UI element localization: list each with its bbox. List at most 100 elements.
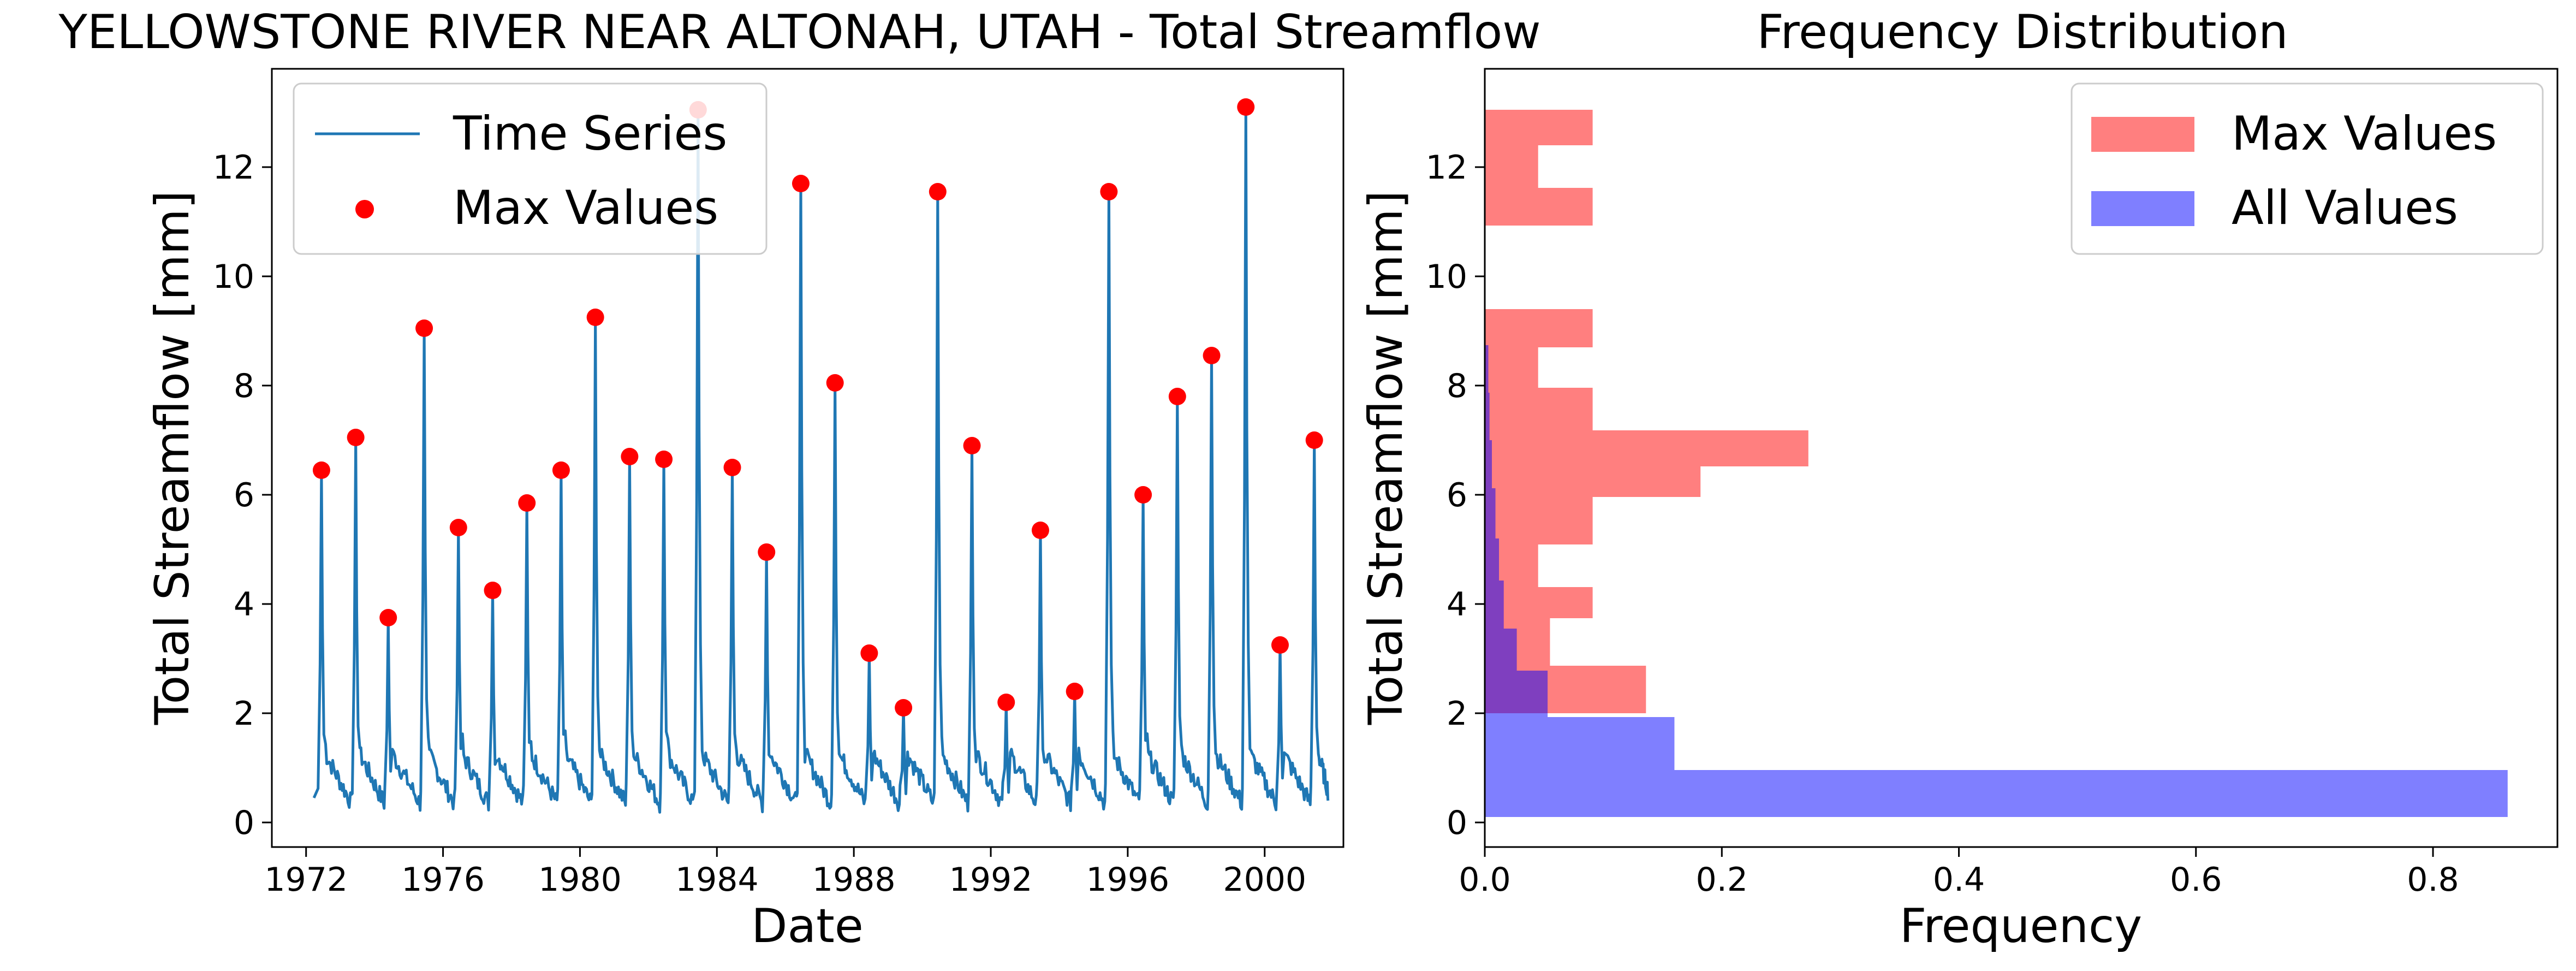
max-value-point <box>1031 522 1049 539</box>
frequency-plot-area <box>1485 110 2508 817</box>
frequency-y-tick-label: 0 <box>1447 804 1467 842</box>
max-value-point <box>379 609 397 626</box>
time-series-x-tick-label: 1988 <box>812 861 896 899</box>
legend-all-values-label: All Values <box>2232 181 2458 235</box>
all-values-histogram-bar <box>1485 671 1548 717</box>
max-value-point <box>586 309 604 326</box>
max-value-point <box>552 461 570 479</box>
max-value-point <box>655 451 673 468</box>
max-values-histogram-bar <box>1485 110 1593 145</box>
time-series-x-tick-label: 1984 <box>675 861 759 899</box>
legend-time-series-label: Time Series <box>453 106 727 161</box>
legend-max-values-swatch <box>355 200 374 218</box>
time-series-legend-box <box>293 82 768 255</box>
max-value-point <box>518 494 536 512</box>
max-value-point <box>1134 486 1152 504</box>
time-series-y-tick-label: 0 <box>234 804 254 842</box>
frequency-x-tick-label: 0.0 <box>1459 861 1510 899</box>
frequency-x-ticks: 0.0 0.2 0.4 0.6 0.8 <box>1459 847 2459 899</box>
time-series-y-tick-label: 2 <box>234 695 254 733</box>
all-values-histogram-bar <box>1485 770 2508 817</box>
max-value-point <box>415 319 433 337</box>
max-value-point <box>758 543 776 561</box>
time-series-y-tick-label: 4 <box>234 585 254 624</box>
time-series-x-tick-label: 1996 <box>1086 861 1170 899</box>
time-series-plot-area <box>312 98 1330 814</box>
max-values-histogram-bar <box>1485 466 1701 497</box>
frequency-x-tick-label: 0.4 <box>1933 861 1985 899</box>
time-series-y-tick-label: 6 <box>234 476 254 514</box>
frequency-x-tick-label: 0.2 <box>1696 861 1748 899</box>
time-series-x-tick-label: 1972 <box>264 861 348 899</box>
max-value-point <box>723 459 741 476</box>
time-series-y-ticks: 0 2 4 6 8 10 12 <box>213 149 272 842</box>
max-values-histogram-bar <box>1485 497 1593 544</box>
time-series-y-tick-label: 10 <box>213 258 254 296</box>
time-series-title: YELLOWSTONE RIVER NEAR ALTONAH, UTAH - T… <box>58 5 1540 60</box>
time-series-x-tick-label: 2000 <box>1223 861 1306 899</box>
time-series-x-label: Date <box>751 899 864 954</box>
max-value-point <box>1271 636 1289 654</box>
max-value-point <box>484 582 502 599</box>
max-value-point <box>1203 347 1221 364</box>
frequency-y-tick-label: 10 <box>1426 258 1467 296</box>
legend-max-values-label: Max Values <box>453 181 718 235</box>
max-values-histogram-bar <box>1485 347 1538 388</box>
max-value-point <box>895 699 913 717</box>
frequency-x-tick-label: 0.8 <box>2407 861 2459 899</box>
all-values-histogram-bar <box>1485 538 1500 581</box>
frequency-title: Frequency Distribution <box>1757 5 2288 60</box>
legend-max-values-label: Max Values <box>2232 106 2497 161</box>
legend-all-values-swatch <box>2091 191 2194 226</box>
frequency-legend: Max Values All Values <box>2071 82 2544 255</box>
all-values-histogram-bar <box>1485 488 1496 538</box>
time-series-y-tick-label: 8 <box>234 367 254 405</box>
frequency-y-tick-label: 8 <box>1447 367 1467 405</box>
time-series-line <box>312 105 1330 814</box>
time-series-axes-frame <box>271 68 1344 848</box>
max-values-histogram-bar <box>1485 430 1808 466</box>
max-values-histogram-bar <box>1485 188 1593 226</box>
max-value-point <box>347 429 365 446</box>
frequency-y-tick-label: 2 <box>1447 695 1467 733</box>
all-values-histogram-bar <box>1485 629 1517 671</box>
frequency-y-label: Total Streamflow [mm] <box>1359 191 1413 725</box>
max-values-histogram-bar <box>1485 145 1538 188</box>
max-value-point <box>826 374 844 392</box>
time-series-x-tick-label: 1992 <box>949 861 1033 899</box>
time-series-y-label: Total Streamflow [mm] <box>145 191 200 725</box>
time-series-x-tick-label: 1976 <box>401 861 485 899</box>
frequency-x-label: Frequency <box>1900 899 2142 954</box>
max-value-point <box>792 175 810 192</box>
time-series-x-ticks: 1972 1976 1980 1984 1988 1992 1996 2000 <box>264 847 1306 899</box>
max-values-histogram-bar <box>1485 388 1593 430</box>
all-values-histogram-bar <box>1485 440 1492 488</box>
legend-max-values-swatch <box>2091 117 2194 152</box>
frequency-y-tick-label: 12 <box>1426 149 1467 187</box>
frequency-y-tick-label: 4 <box>1447 585 1467 624</box>
frequency-axes-frame <box>1484 68 2559 848</box>
time-series-legend: Time Series Max Values <box>293 82 768 255</box>
max-value-point <box>1168 388 1186 405</box>
max-values-histogram-bar <box>1485 309 1593 347</box>
time-series-y-tick-label: 12 <box>213 149 254 187</box>
frequency-y-tick-label: 6 <box>1447 476 1467 514</box>
frequency-x-tick-label: 0.6 <box>2170 861 2222 899</box>
max-value-point <box>621 448 639 465</box>
max-value-point <box>449 519 467 536</box>
max-value-point <box>860 644 878 662</box>
all-values-histogram-bar <box>1485 581 1504 629</box>
max-value-point <box>963 437 981 454</box>
max-value-point <box>1237 98 1255 116</box>
time-series-x-tick-label: 1980 <box>538 861 622 899</box>
max-value-point <box>1100 183 1118 200</box>
max-value-point <box>1066 683 1084 700</box>
max-value-point <box>1305 431 1323 449</box>
time-series-panel: YELLOWSTONE RIVER NEAR ALTONAH, UTAH - T… <box>58 5 1540 954</box>
max-value-point <box>997 694 1015 711</box>
max-value-point <box>929 183 947 200</box>
max-value-point <box>312 461 330 479</box>
all-values-histogram-bar <box>1485 717 1675 770</box>
frequency-y-ticks: 0 2 4 6 8 10 12 <box>1426 149 1485 842</box>
